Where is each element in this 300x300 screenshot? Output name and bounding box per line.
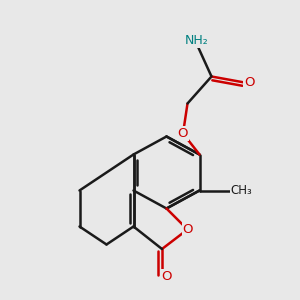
Text: NH₂: NH₂: [184, 34, 208, 47]
Text: O: O: [182, 223, 193, 236]
Text: CH₃: CH₃: [231, 184, 252, 197]
Text: O: O: [244, 76, 254, 89]
Text: O: O: [161, 269, 172, 283]
Text: O: O: [178, 127, 188, 140]
